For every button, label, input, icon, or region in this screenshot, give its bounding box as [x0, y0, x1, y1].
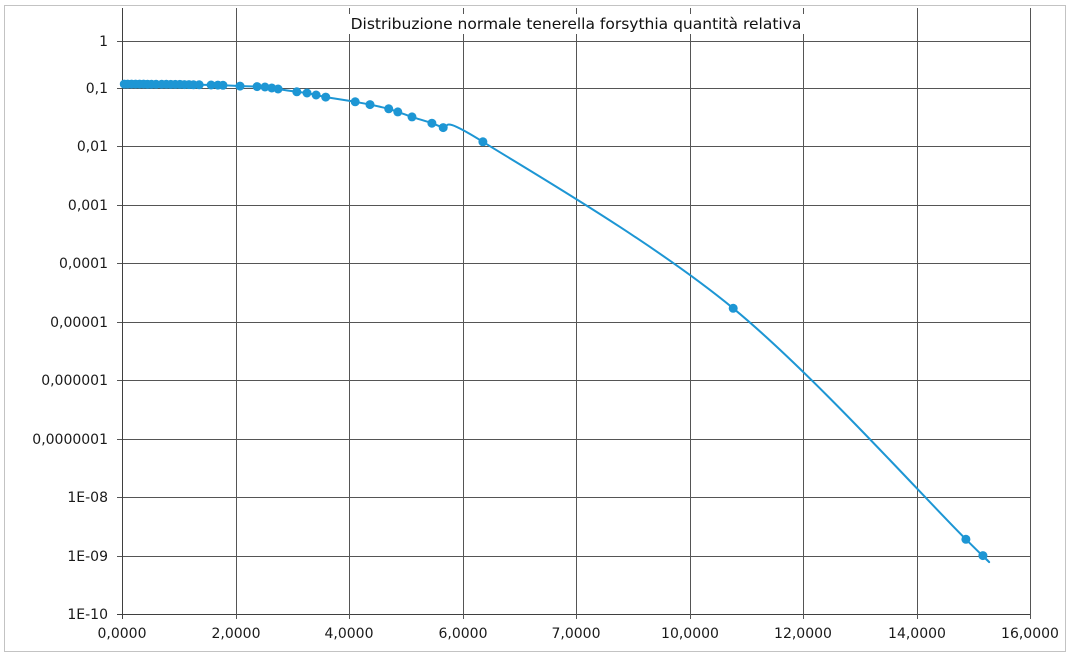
data-point: [194, 80, 204, 90]
x-tick-label: 2,0000: [212, 626, 261, 642]
y-tick-label: 1E-08: [67, 490, 108, 506]
data-point: [273, 84, 283, 94]
data-point: [235, 81, 245, 91]
data-point: [206, 80, 216, 90]
y-tick-label: 1E-09: [67, 549, 108, 565]
data-point: [407, 112, 417, 122]
data-point: [384, 104, 394, 114]
x-axis: 0,0000 2,0000 4,0000 6,0000 7,0000 10,0000 12,…: [98, 626, 1059, 642]
data-point: [260, 82, 270, 92]
data-point: [365, 100, 375, 110]
data-point: [311, 90, 321, 100]
data-point: [292, 87, 302, 97]
x-tick-label: 10,0000: [661, 626, 719, 642]
x-tick-label: 4,0000: [325, 626, 374, 642]
data-point: [218, 80, 228, 90]
y-tick-label: 0,000001: [41, 373, 108, 389]
plot-grid: [117, 8, 1031, 619]
chart-frame: [4, 5, 1066, 652]
x-tick-label: 0,0000: [98, 626, 147, 642]
x-tick-label: 6,0000: [439, 626, 488, 642]
x-tick-label: 12,0000: [774, 626, 832, 642]
data-point: [978, 551, 988, 561]
data-point: [321, 92, 331, 102]
y-tick-label: 1: [99, 34, 108, 50]
data-point: [438, 123, 448, 133]
chart-title: Distribuzione normale tenerella forsythi…: [345, 14, 807, 34]
y-tick-label: 0,0000001: [32, 432, 108, 448]
data-series: [119, 79, 991, 564]
y-tick-label: 0,001: [68, 198, 108, 214]
data-point: [427, 118, 437, 128]
y-tick-label: 0,01: [77, 139, 108, 155]
y-tick-label: 0,00001: [50, 315, 108, 331]
data-point: [393, 107, 403, 117]
data-point: [302, 88, 312, 98]
data-point: [252, 82, 262, 92]
data-point: [478, 137, 488, 147]
x-tick-label: 16,0000: [1001, 626, 1059, 642]
y-axis: 1 0,1 0,01 0,001 0,0001 0,00001 0,000001 0,0000…: [32, 34, 108, 623]
y-tick-label: 0,0001: [59, 256, 108, 272]
y-tick-label: 0,1: [86, 81, 108, 97]
data-point: [961, 534, 971, 544]
data-point: [350, 97, 360, 107]
x-tick-label: 14,0000: [888, 626, 946, 642]
y-tick-label: 1E-10: [67, 607, 108, 623]
x-tick-label: 7,0000: [552, 626, 601, 642]
data-point: [728, 303, 738, 313]
